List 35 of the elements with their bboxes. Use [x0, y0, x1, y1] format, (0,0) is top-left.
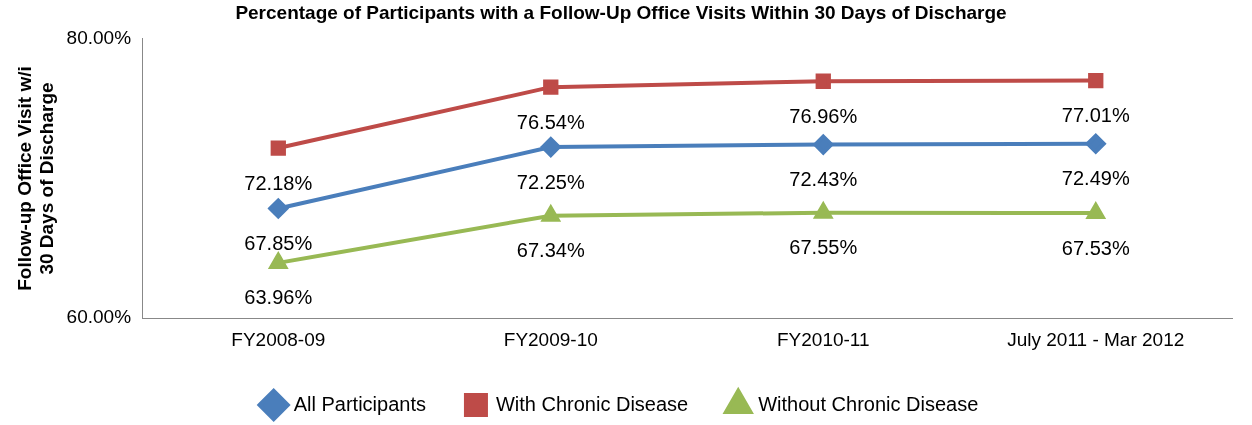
point [1088, 72, 1104, 89]
y-tick-label: 80.00% [66, 27, 132, 49]
point [540, 137, 561, 158]
y-axis-title: Follow-up Office Visit w/i 30 Days of Discharge [13, 66, 58, 291]
chart-title: Percentage of Participants with a Follow-Up Office Visits Within 30 Days of Discharge [235, 1, 1007, 23]
point [813, 200, 834, 219]
point [1085, 133, 1106, 154]
y-tick-label: 60.00% [66, 306, 132, 328]
point [543, 79, 559, 95]
legend-label: Without Chronic Disease [758, 392, 979, 415]
data-label: 72.49% [1061, 167, 1130, 190]
data-label: 76.54% [516, 110, 585, 133]
data-label: 67.85% [244, 232, 313, 255]
x-tick-label: FY2009-10 [503, 328, 598, 350]
point [1086, 203, 1105, 220]
legend-label: With Chronic Disease [495, 392, 689, 415]
data-label: 72.43% [789, 168, 858, 191]
point [269, 252, 288, 269]
point [270, 140, 286, 156]
point [815, 73, 831, 89]
x-tick-label: July 2011 - Mar 2012 [1007, 328, 1185, 350]
x-tick-label: FY2010-11 [776, 328, 870, 350]
data-label: 67.55% [789, 236, 858, 259]
data-label: 63.96% [244, 286, 313, 309]
data-label: 77.01% [1061, 104, 1130, 127]
data-label: 67.34% [516, 239, 585, 262]
x-tick-label: FY2008-09 [231, 328, 326, 350]
data-label: 67.53% [1061, 236, 1130, 259]
legend-label: All Participants [293, 392, 426, 415]
point [268, 198, 289, 219]
data-label: 72.25% [516, 170, 585, 193]
data-label: 76.96% [789, 104, 858, 127]
data-label: 72.18% [244, 171, 313, 194]
point [813, 134, 834, 155]
point [540, 203, 561, 222]
